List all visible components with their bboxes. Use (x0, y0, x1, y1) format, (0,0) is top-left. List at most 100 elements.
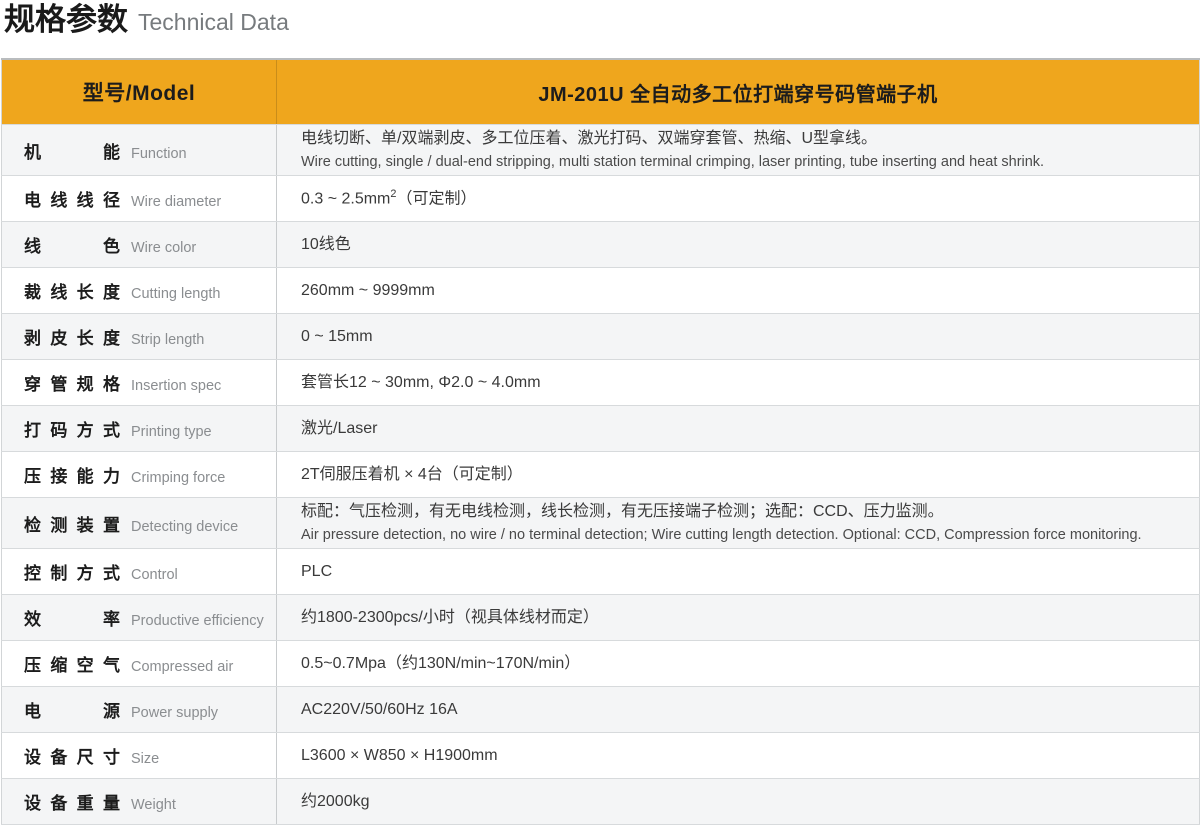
row-label: 设备重量 Weight (24, 789, 276, 814)
row-label-cn: 机 能 (24, 142, 120, 162)
row-label: 控制方式 Control (24, 559, 276, 584)
page-heading: 规格参数 Technical Data (0, 0, 1200, 50)
row-label-en: Function (131, 145, 187, 162)
row-value-cell: 约2000kg (276, 778, 1200, 825)
row-label-cell: 电线线径 Wire diameter (1, 175, 277, 222)
row-label-en: Insertion spec (131, 378, 222, 394)
row-label-en: Size (131, 751, 160, 767)
row-value-cell: 260mm ~ 9999mm (276, 267, 1200, 314)
row-label-cn: 裁线长度 (24, 283, 120, 302)
row-label: 穿管规格 Insertion spec (24, 370, 276, 395)
row-value-cell: 标配：气压检测，有无电线检测，线长检测，有无压接端子检测；选配：CCD、压力监测… (276, 497, 1200, 549)
table-row: 打码方式 Printing type 激光/Laser (1, 405, 1200, 452)
row-value: 激光/Laser (301, 417, 1185, 441)
row-label: 压缩空气 Compressed air (24, 651, 276, 676)
row-label-cell: 打码方式 Printing type (1, 405, 277, 452)
header-label-cell: 型号/Model (1, 59, 277, 125)
row-label-cn: 穿管规格 (24, 375, 120, 394)
row-value: AC220V/50/60Hz 16A (301, 698, 1185, 722)
row-value-cn: 10线色 (301, 235, 351, 253)
row-label: 设备尺寸 Size (24, 743, 276, 768)
row-label-cell: 设备尺寸 Size (1, 732, 277, 779)
table-row: 穿管规格 Insertion spec 套管长12 ~ 30mm, Φ2.0 ~ 4… (1, 359, 1200, 406)
row-value-cn: L3600 × W850 × H1900mm (301, 746, 498, 764)
row-value-cn: 0.3 ~ 2.5mm2（可定制） (301, 187, 477, 208)
row-value-cn: AC220V/50/60Hz 16A (301, 700, 458, 718)
row-label-cell: 控制方式 Control (1, 548, 277, 595)
row-label-en: Control (131, 567, 178, 583)
row-label-en: Cutting length (131, 286, 221, 302)
row-label-cn: 设备尺寸 (24, 748, 120, 767)
row-label-cn: 压接能力 (24, 467, 120, 486)
row-label-en: Productive efficiency (131, 613, 264, 629)
row-label-cn: 压缩空气 (24, 656, 120, 675)
row-label-cn: 打码方式 (24, 421, 120, 440)
row-label-cell: 压缩空气 Compressed air (1, 640, 277, 687)
table-row: 剥皮长度 Strip length 0 ~ 15mm (1, 313, 1200, 360)
page-title-cn: 规格参数 (4, 2, 128, 37)
row-label-cell: 效 率 Productive efficiency (1, 594, 277, 641)
row-label: 检测装置 Detecting device (24, 511, 276, 536)
row-value: 套管长12 ~ 30mm, Φ2.0 ~ 4.0mm (301, 371, 1185, 395)
row-label-cn: 剥皮长度 (24, 329, 120, 348)
row-label-en: Strip length (131, 332, 205, 348)
header-model-label: 型号/Model (82, 82, 196, 105)
row-value-cell: 套管长12 ~ 30mm, Φ2.0 ~ 4.0mm (276, 359, 1200, 406)
table-row: 检测装置 Detecting device 标配：气压检测，有无电线检测，线长检测，… (1, 497, 1200, 549)
row-value-cell: 10线色 (276, 221, 1200, 268)
row-value: 260mm ~ 9999mm (301, 279, 1185, 303)
row-value: 约2000kg (301, 790, 1185, 814)
row-label-en: Power supply (131, 705, 219, 721)
row-value-cell: 0.5~0.7Mpa（约130N/min~170N/min） (276, 640, 1200, 687)
row-label-cell: 剥皮长度 Strip length (1, 313, 277, 360)
row-label: 机 能 Function (24, 138, 276, 163)
row-label-cn: 效 率 (24, 610, 120, 629)
table-row: 控制方式 Control PLC (1, 548, 1200, 595)
row-label: 电线线径 Wire diameter (24, 186, 276, 211)
row-label-en: Detecting device (131, 518, 239, 535)
row-value-cell: PLC (276, 548, 1200, 595)
row-value-cell: 0.3 ~ 2.5mm2（可定制） (276, 175, 1200, 222)
row-value: 电线切断、单/双端剥皮、多工位压着、激光打码、双端穿套管、热缩、U型拿线。 Wir… (301, 127, 1185, 174)
table-body: 型号/Model JM-201U 全自动多工位打端穿号码管端子机 机 能 Func… (1, 59, 1200, 825)
row-label: 打码方式 Printing type (24, 416, 276, 441)
row-label-cn: 检测装置 (24, 515, 120, 535)
row-label-cell: 检测装置 Detecting device (1, 497, 277, 549)
row-label-cell: 设备重量 Weight (1, 778, 277, 825)
row-value-cn: 约1800-2300pcs/小时（视具体线材而定） (301, 608, 599, 626)
table-row: 线 色 Wire color 10线色 (1, 221, 1200, 268)
table-header-row: 型号/Model JM-201U 全自动多工位打端穿号码管端子机 (1, 59, 1200, 125)
row-value: 2T伺服压着机 × 4台（可定制） (301, 463, 1185, 487)
row-label: 压接能力 Crimping force (24, 462, 276, 487)
row-label-en: Wire color (131, 240, 197, 256)
table-row: 裁线长度 Cutting length 260mm ~ 9999mm (1, 267, 1200, 314)
row-label-cn: 设备重量 (24, 794, 120, 813)
row-label-en: Compressed air (131, 659, 234, 675)
table-row: 压缩空气 Compressed air 0.5~0.7Mpa（约130N/min~1… (1, 640, 1200, 687)
row-value: 10线色 (301, 233, 1185, 257)
row-value-cn: 标配：气压检测，有无电线检测，线长检测，有无压接端子检测；选配：CCD、压力监测… (301, 502, 944, 520)
row-label-en: Crimping force (131, 470, 226, 486)
row-value: L3600 × W850 × H1900mm (301, 744, 1185, 768)
row-value-cn: 0 ~ 15mm (301, 327, 373, 345)
row-value-cell: 约1800-2300pcs/小时（视具体线材而定） (276, 594, 1200, 641)
table-row: 效 率 Productive efficiency 约1800-2300pcs/小时… (1, 594, 1200, 641)
page-title-en: Technical Data (138, 9, 289, 35)
table-row: 机 能 Function 电线切断、单/双端剥皮、多工位压着、激光打码、双端穿套管、… (1, 124, 1200, 176)
row-label: 线 色 Wire color (24, 232, 276, 257)
row-value: 0.5~0.7Mpa（约130N/min~170N/min） (301, 652, 1185, 676)
row-value: 0.3 ~ 2.5mm2（可定制） (301, 186, 1185, 211)
row-value-cn: 电线切断、单/双端剥皮、多工位压着、激光打码、双端穿套管、热缩、U型拿线。 (301, 129, 878, 147)
row-value-cn: 约2000kg (301, 792, 370, 810)
row-value-cell: 2T伺服压着机 × 4台（可定制） (276, 451, 1200, 498)
row-label-cell: 电 源 Power supply (1, 686, 277, 733)
row-label-cell: 压接能力 Crimping force (1, 451, 277, 498)
table-row: 设备重量 Weight 约2000kg (1, 778, 1200, 825)
row-value-en: Wire cutting, single / dual-end strippin… (301, 153, 1045, 170)
table-row: 电线线径 Wire diameter 0.3 ~ 2.5mm2（可定制） (1, 175, 1200, 222)
header-model-value: JM-201U 全自动多工位打端穿号码管端子机 (538, 83, 938, 106)
row-value-cell: AC220V/50/60Hz 16A (276, 686, 1200, 733)
row-label: 效 率 Productive efficiency (24, 605, 276, 630)
row-value-cn: 260mm ~ 9999mm (301, 281, 435, 299)
row-label: 裁线长度 Cutting length (24, 278, 276, 303)
